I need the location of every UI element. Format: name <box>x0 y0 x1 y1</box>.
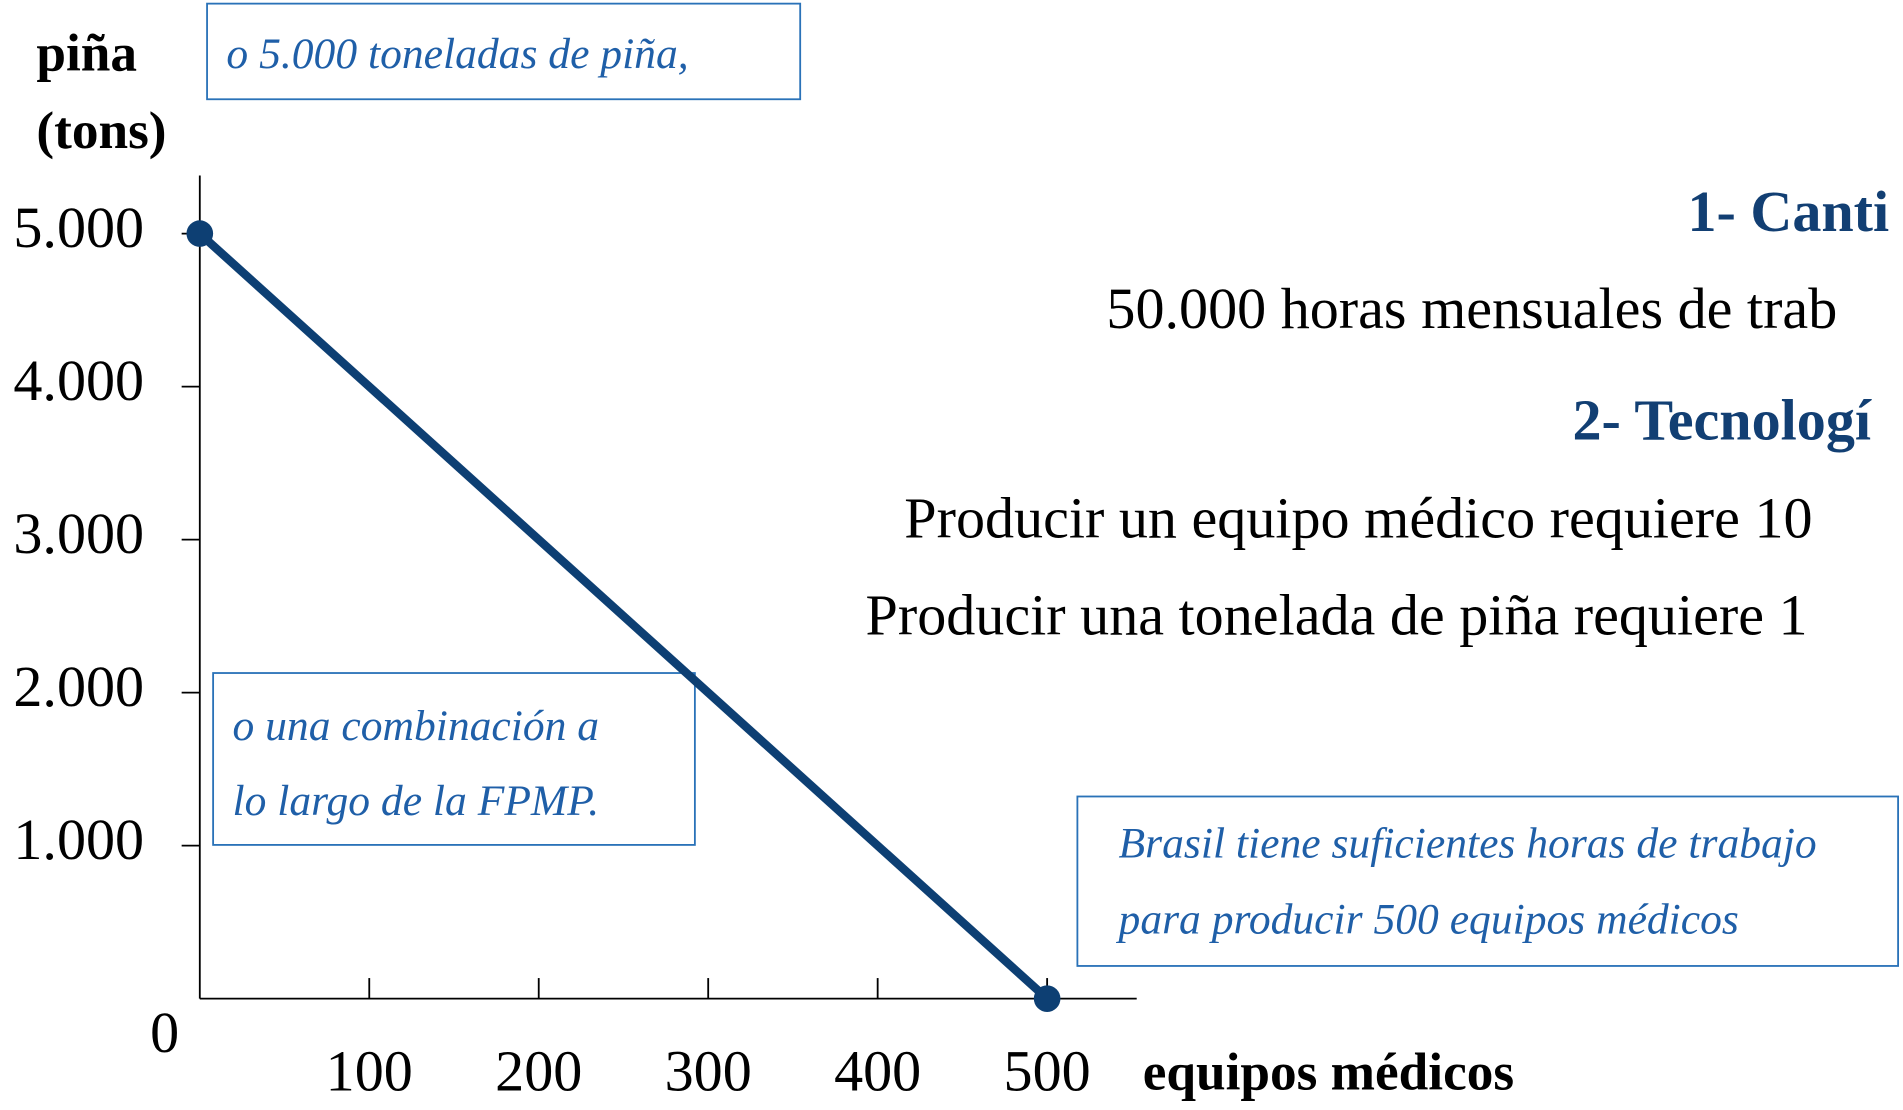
annotation-box <box>1076 795 1899 967</box>
body-text: Producir un equipo médico requiere 10 <box>904 485 1812 550</box>
y-tick-label: 5.000 <box>13 195 144 260</box>
y-axis-label: piña <box>36 23 137 82</box>
annotation: lo largo de la FPMP. <box>232 777 599 825</box>
point <box>186 220 214 247</box>
y-tick-label: 2.000 <box>13 654 144 719</box>
body-text: Producir una tonelada de piña requiere 1 <box>866 582 1808 647</box>
line <box>196 230 1050 1002</box>
x-tick-label: 200 <box>495 1039 582 1104</box>
x-tick-label: 400 <box>834 1039 921 1104</box>
y-tick-label: 4.000 <box>13 348 144 413</box>
heading: 1- Canti <box>1687 179 1889 244</box>
body-text: 50.000 horas mensuales de trab <box>1106 276 1837 341</box>
annotation: para producir 500 equipos médicos <box>1116 896 1739 944</box>
annotation: o 5.000 toneladas de piña, <box>226 30 688 78</box>
annotation: o una combinación a <box>232 702 599 750</box>
annotation-box <box>212 672 696 846</box>
x-axis-label: equipos médicos <box>1143 1043 1514 1102</box>
x-tick-label: 300 <box>665 1039 752 1104</box>
heading: 2- Tecnologí <box>1572 387 1871 452</box>
x-tick-label: 100 <box>326 1039 413 1104</box>
y-tick-label: 0 <box>150 1000 179 1065</box>
annotation: Brasil tiene suficientes horas de trabaj… <box>1119 819 1817 867</box>
point <box>1033 985 1061 1012</box>
y-axis-label: (tons) <box>36 101 166 160</box>
annotation-box <box>206 2 802 101</box>
y-tick-label: 3.000 <box>13 501 144 566</box>
x-tick-label: 500 <box>1004 1039 1091 1104</box>
y-tick-label: 1.000 <box>13 807 144 872</box>
